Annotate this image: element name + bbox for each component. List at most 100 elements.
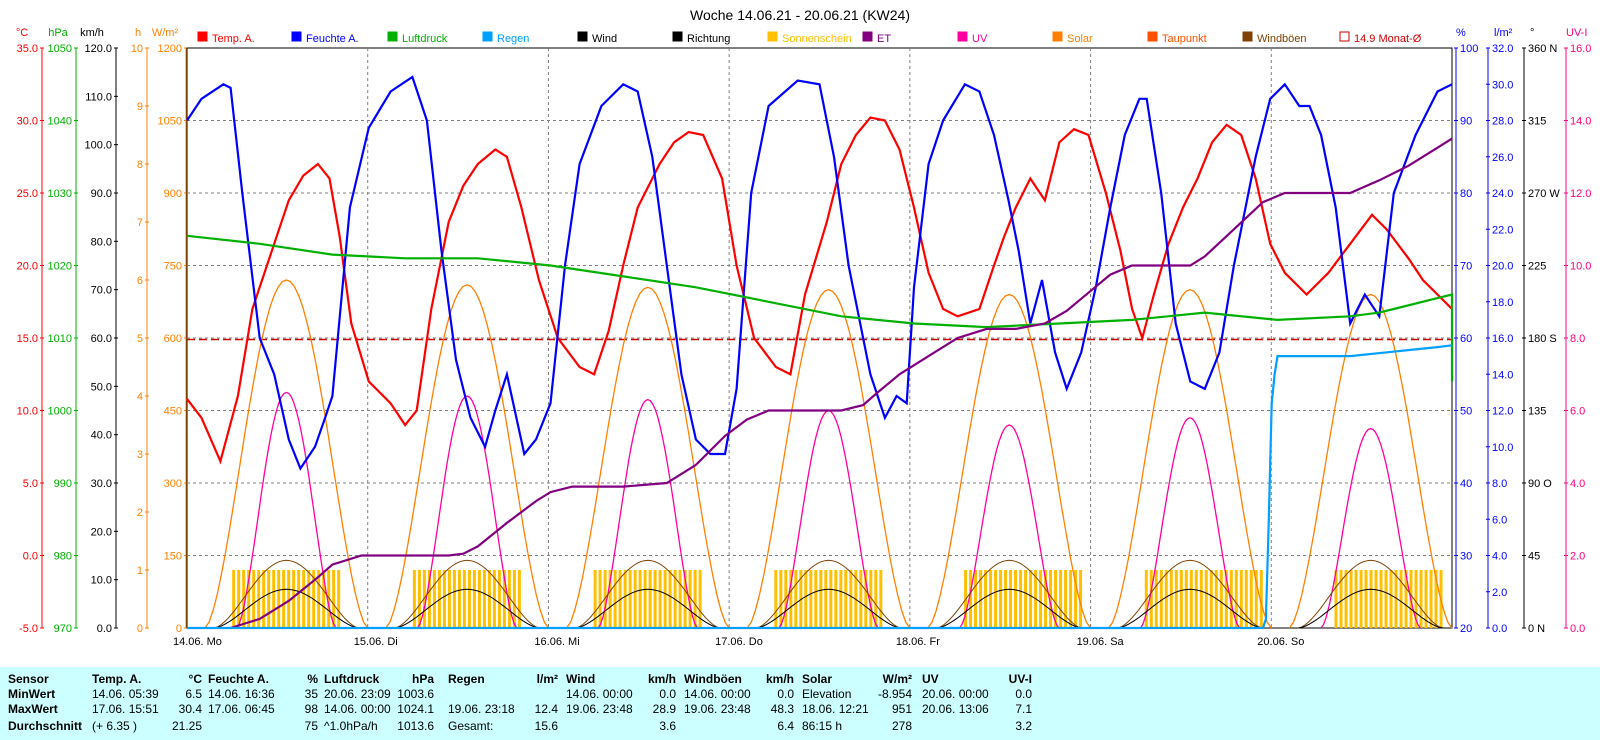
stats-max-time: 17.06. 15:51 bbox=[92, 702, 159, 716]
stats-max-time: 17.06. 06:45 bbox=[208, 702, 275, 716]
sunshine-bar bbox=[1354, 570, 1358, 628]
sunshine-bar bbox=[1024, 570, 1028, 628]
uv-line bbox=[597, 398, 699, 629]
sunshine-bar bbox=[322, 570, 326, 628]
sunshine-bar bbox=[1169, 570, 1173, 628]
legend-swatch bbox=[957, 31, 968, 42]
axis-tick-label-uvi: 14.0 bbox=[1570, 116, 1591, 128]
sunshine-bar bbox=[819, 570, 823, 628]
axis-tick-label-pressure: 1040 bbox=[48, 116, 72, 128]
stats-sensor-name: Temp. A. bbox=[92, 672, 142, 686]
sunshine-bar bbox=[613, 570, 617, 628]
sunshine-bar bbox=[643, 570, 647, 628]
x-tick-label: 17.06. Do bbox=[715, 636, 763, 648]
sunshine-bar bbox=[1194, 570, 1198, 628]
axis-unit-wind: km/h bbox=[80, 27, 104, 39]
stats-unit: km/h bbox=[765, 672, 794, 686]
stats-avg-value: 15.6 bbox=[534, 719, 558, 733]
axis-unit-temp: °C bbox=[16, 27, 28, 39]
uv-line bbox=[236, 391, 337, 629]
axis-tick-label-wind: 0.0 bbox=[97, 623, 112, 635]
x-tick-label: 19.06. Sa bbox=[1077, 636, 1125, 648]
wind-line bbox=[394, 588, 540, 629]
sunshine-bar bbox=[794, 570, 798, 628]
sunshine-bar bbox=[859, 570, 863, 628]
sunshine-bar bbox=[1014, 570, 1018, 628]
series-line-luftdruck bbox=[186, 234, 1454, 382]
sunshine-bar bbox=[1244, 570, 1248, 628]
axis-tick-label-pressure: 1020 bbox=[48, 261, 72, 273]
sunshine-bar bbox=[989, 570, 993, 628]
sunshine-bar bbox=[658, 570, 662, 628]
series-line-regen bbox=[187, 344, 1453, 630]
axis-tick-label-temp: 5.0 bbox=[23, 478, 38, 490]
sunshine-bar bbox=[497, 570, 501, 628]
sunshine-bar bbox=[1434, 570, 1438, 628]
axis-tick-label-wind: 40.0 bbox=[91, 430, 112, 442]
axis-tick-label-rain: 26.0 bbox=[1492, 152, 1513, 164]
sunshine-bar bbox=[1374, 570, 1378, 628]
axis-tick-label-uvi: 8.0 bbox=[1570, 333, 1585, 345]
sunshine-bar bbox=[502, 570, 506, 628]
axis-tick-label-wind: 30.0 bbox=[91, 478, 112, 490]
sunshine-bar bbox=[437, 570, 441, 628]
legend-swatch bbox=[1339, 31, 1350, 42]
stats-max-value: 1024.1 bbox=[397, 702, 434, 716]
series-line-feuchte-a- bbox=[186, 75, 1453, 471]
axis-tick-label-sun_h: 4 bbox=[137, 391, 143, 403]
sunshine-bar bbox=[1334, 570, 1338, 628]
sunshine-bar bbox=[1069, 570, 1073, 628]
sunshine-bar bbox=[1064, 570, 1068, 628]
axis-tick-label-sun_h: 1 bbox=[137, 565, 143, 577]
axes: °C35.030.025.020.015.010.05.00.0-5.0hPa1… bbox=[16, 27, 1592, 635]
sunshine-bar bbox=[844, 570, 848, 628]
axis-tick-label-solar: 750 bbox=[164, 261, 182, 273]
axis-tick-label-hum: 70 bbox=[1460, 261, 1472, 273]
legend: Temp. A. Feuchte A. Luftdruck Regen Wind Rich… bbox=[197, 31, 1422, 45]
sunshine-bar bbox=[974, 570, 978, 628]
sunshine-bar bbox=[1209, 570, 1213, 628]
wind-line bbox=[756, 588, 901, 629]
x-tick-label: 18.06. Fr bbox=[896, 636, 940, 648]
sunshine-bar bbox=[302, 570, 306, 628]
sunshine-bar bbox=[287, 570, 291, 628]
stats-max-time: 19.06. 23:18 bbox=[448, 702, 515, 716]
sunshine-bar bbox=[874, 570, 878, 628]
series-line-et bbox=[230, 137, 1453, 630]
stats-max-value: 951 bbox=[891, 702, 912, 716]
uv-line bbox=[1139, 417, 1241, 629]
stats-min-time: Elevation bbox=[802, 687, 852, 701]
stats-row-label: Sensor bbox=[8, 672, 49, 686]
axis-tick-label-rain: 4.0 bbox=[1492, 551, 1507, 563]
axis-tick-label-rain: 2.0 bbox=[1492, 587, 1507, 599]
solar-line bbox=[1108, 289, 1272, 629]
axis-tick-label-rain: 20.0 bbox=[1492, 261, 1513, 273]
sunshine-bar bbox=[507, 570, 511, 628]
axis-tick-label-rain: 24.0 bbox=[1492, 188, 1513, 200]
wind-line bbox=[214, 588, 359, 629]
sunshine-bar bbox=[1249, 570, 1253, 628]
sunshine-bar bbox=[1074, 570, 1078, 628]
uv-line bbox=[959, 424, 1060, 629]
stats-max-time: 20.06. 13:06 bbox=[922, 702, 989, 716]
axis-tick-label-temp: 15.0 bbox=[17, 333, 38, 345]
sunshine-bar bbox=[593, 570, 597, 628]
sunshine-bar bbox=[1049, 570, 1053, 628]
sunshine-bar bbox=[442, 570, 446, 628]
legend-swatch bbox=[387, 31, 398, 42]
axis-tick-label-solar: 0 bbox=[176, 623, 182, 635]
sunshine-bar bbox=[979, 570, 983, 628]
sunshine-bar bbox=[1349, 570, 1353, 628]
sunshine-bar bbox=[789, 570, 793, 628]
stats-unit: km/h bbox=[647, 672, 676, 686]
stats-avg-note: ^1.0hPa/h bbox=[324, 719, 378, 733]
axis-tick-label-rain: 32.0 bbox=[1492, 43, 1513, 55]
legend-swatch bbox=[291, 31, 302, 42]
solar-line bbox=[385, 284, 549, 629]
stats-row-label: MaxWert bbox=[8, 702, 58, 716]
sunshine-bar bbox=[332, 570, 336, 628]
windgust-line bbox=[1298, 559, 1444, 629]
axis-tick-label-rain: 16.0 bbox=[1492, 333, 1513, 345]
sunshine-bar bbox=[1029, 570, 1033, 628]
axis-unit-pressure: hPa bbox=[48, 27, 68, 39]
